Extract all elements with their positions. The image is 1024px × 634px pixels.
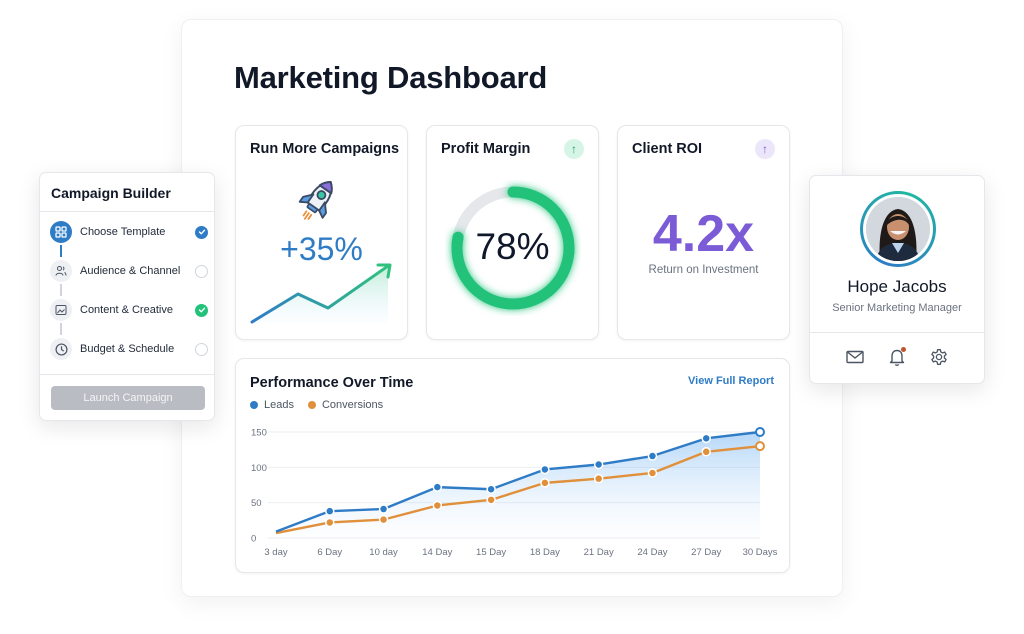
legend-dot-conversions (307, 401, 316, 409)
campaign-builder-panel: Campaign Builder Choose Template Audienc… (39, 172, 215, 421)
svg-text:10 day: 10 day (369, 547, 398, 558)
avatar[interactable] (860, 191, 936, 267)
campaigns-growth-value: +35% (280, 231, 363, 267)
campaigns-card: Run More Campaigns +35% (235, 125, 408, 340)
step-connector (60, 323, 62, 335)
step-label: Content & Creative (80, 304, 173, 316)
gear-icon[interactable] (929, 347, 949, 367)
arrow-up-icon: ↑ (755, 139, 775, 159)
notification-dot (901, 347, 906, 352)
step-label: Audience & Channel (80, 265, 181, 277)
step-label: Budget & Schedule (80, 343, 175, 355)
performance-line-chart: 0 50 100 150 3 day 6 Day 10 day 14 Day 15 Day 18 … (251, 427, 778, 558)
divider (40, 211, 214, 212)
profile-actions (810, 347, 984, 367)
svg-text:15 Day: 15 Day (476, 547, 506, 558)
svg-text:0: 0 (251, 534, 256, 545)
step-choose-template[interactable]: Choose Template (50, 221, 208, 243)
svg-text:150: 150 (251, 428, 267, 439)
profit-margin-card: Profit Margin ↑ 78% (426, 125, 599, 340)
step-connector (60, 245, 62, 257)
legend-conversions: Conversions (307, 399, 384, 411)
check-circle-icon (195, 303, 208, 317)
svg-text:14 Day: 14 Day (422, 547, 452, 558)
step-content-creative[interactable]: Content & Creative (50, 299, 208, 321)
template-grid-icon (50, 221, 72, 243)
empty-circle-icon (195, 264, 208, 278)
check-circle-icon (195, 225, 208, 239)
rocket-icon (298, 180, 333, 220)
legend-dot-leads (250, 401, 258, 409)
roi-value: 4.2x (652, 205, 755, 263)
client-roi-card: Client ROI ↑ 4.2x Return on Investment (617, 125, 790, 340)
clock-icon (50, 338, 72, 360)
step-label: Choose Template (80, 226, 166, 238)
svg-text:50: 50 (251, 498, 262, 509)
view-full-report-link[interactable]: View Full Report (688, 375, 774, 387)
svg-text:6 Day: 6 Day (317, 547, 342, 558)
legend-leads: Leads (250, 399, 294, 411)
performance-card: 0 50 100 150 3 day 6 Day 10 day 14 Day 15 Day 18 … (235, 358, 790, 573)
campaigns-card-title: Run More Campaigns (250, 141, 400, 157)
builder-title: Campaign Builder (51, 185, 171, 201)
svg-text:3 day: 3 day (264, 547, 287, 558)
svg-text:21 Day: 21 Day (584, 547, 614, 558)
svg-text:30 Days: 30 Days (743, 547, 778, 558)
step-budget-schedule[interactable]: Budget & Schedule (50, 338, 208, 360)
profit-donut-chart (451, 186, 575, 310)
launch-campaign-button[interactable]: Launch Campaign (51, 386, 205, 410)
divider (810, 332, 984, 333)
svg-text:18 Day: 18 Day (530, 547, 560, 558)
svg-text:24 Day: 24 Day (637, 547, 667, 558)
profile-name: Hope Jacobs (847, 277, 947, 296)
chart-legend: Leads Conversions (250, 399, 383, 411)
avatar-photo (866, 197, 930, 261)
trend-up-icon (250, 263, 392, 324)
bell-icon[interactable] (887, 347, 907, 367)
profit-card-title: Profit Margin (441, 141, 531, 157)
profile-role: Senior Marketing Manager (832, 302, 962, 314)
roi-subtitle: Return on Investment (648, 264, 759, 276)
page-title: Marketing Dashboard (234, 60, 548, 95)
profit-margin-value: 78% (475, 226, 550, 267)
arrow-up-icon: ↑ (564, 139, 584, 159)
image-icon (50, 299, 72, 321)
roi-card-title: Client ROI (632, 141, 703, 157)
divider (40, 374, 214, 375)
step-audience-channel[interactable]: Audience & Channel (50, 260, 208, 282)
users-icon (50, 260, 72, 282)
svg-text:27 Day: 27 Day (691, 547, 721, 558)
mail-icon[interactable] (845, 347, 865, 367)
empty-circle-icon (195, 342, 208, 356)
performance-title: Performance Over Time (250, 375, 414, 391)
step-connector (60, 284, 62, 296)
legend-label-conversions: Conversions (321, 399, 384, 411)
legend-label-leads: Leads (264, 399, 294, 411)
profile-card: Hope Jacobs Senior Marketing Manager (809, 175, 985, 384)
svg-text:100: 100 (251, 463, 267, 474)
